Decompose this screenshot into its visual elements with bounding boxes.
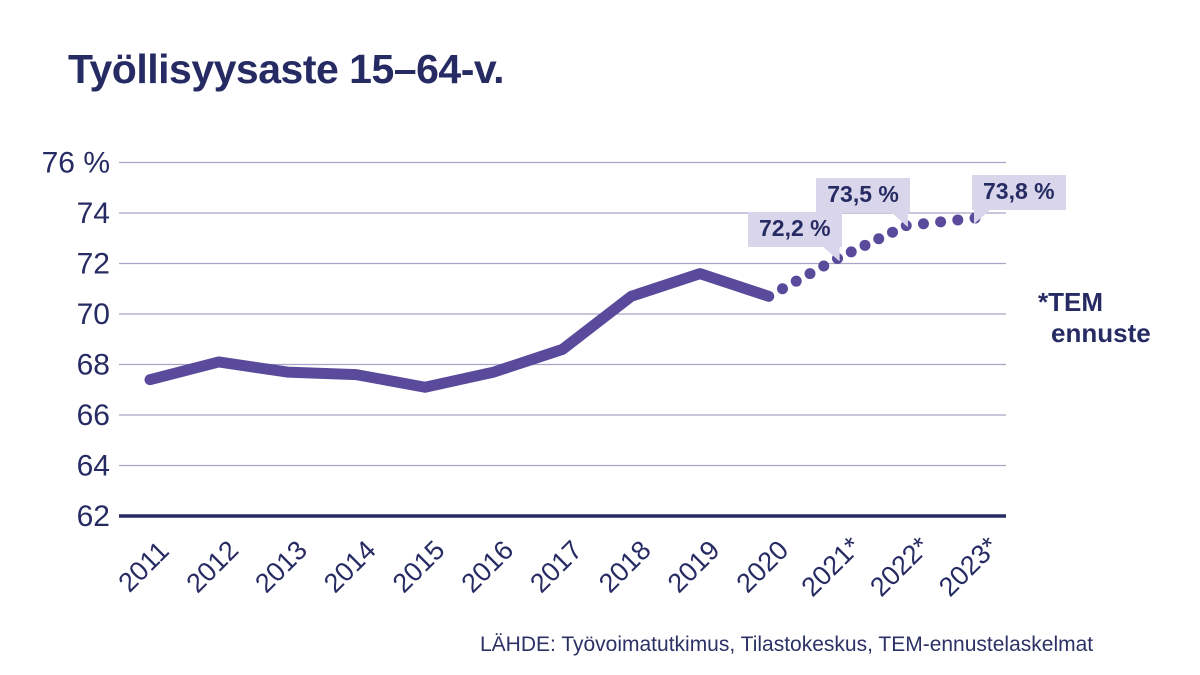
forecast-dot	[952, 214, 964, 226]
x-tick-label: 2020	[731, 535, 795, 599]
forecast-dot	[804, 268, 816, 280]
forecast-note-line2: ennuste	[1051, 318, 1151, 349]
y-tick-label: 62	[77, 500, 110, 533]
forecast-dot	[790, 275, 802, 287]
source-line: LÄHDE: Työvoimatutkimus, Tilastokeskus, …	[480, 633, 1094, 656]
y-tick-label: 70	[77, 298, 110, 331]
y-tick-label: 76 %	[42, 147, 110, 180]
x-tick-label: 2018	[593, 535, 657, 599]
forecast-dot	[845, 246, 857, 258]
forecast-note: *TEM ennuste	[1038, 287, 1151, 349]
y-tick-label: 72	[77, 248, 110, 281]
forecast-dot	[873, 233, 885, 245]
x-tick-label: 2019	[662, 535, 726, 599]
value-callout-2022: 73,5 %	[816, 178, 910, 214]
value-callout-2021-text: 72,2 %	[759, 215, 831, 242]
x-tick-label: 2023*	[933, 531, 1004, 602]
x-tick-label: 2015	[387, 535, 451, 599]
forecast-dot	[859, 239, 871, 251]
x-tick-label: 2022*	[864, 531, 935, 602]
y-tick-label: 74	[77, 197, 110, 230]
employment-rate-line	[144, 268, 775, 393]
x-tick-label: 2011	[113, 536, 175, 598]
x-tick-label: 2017	[524, 535, 588, 599]
page-title: Työllisyysaste 15–64-v.	[68, 46, 505, 92]
x-tick-label: 2013	[249, 535, 313, 599]
y-tick-label: 64	[77, 450, 110, 483]
y-tick-label: 68	[77, 349, 110, 382]
value-callout-2023-text: 73,8 %	[983, 178, 1055, 205]
forecast-dot	[935, 216, 947, 228]
value-callout-2021: 72,2 %	[748, 212, 842, 248]
x-tick-label: 2021*	[796, 531, 867, 602]
forecast-dot	[777, 283, 788, 295]
forecast-dot	[917, 218, 929, 230]
x-tick-label: 2016	[456, 535, 520, 599]
x-tick-label: 2012	[181, 535, 245, 599]
value-callout-2023: 73,8 %	[972, 175, 1066, 211]
forecast-note-line1: *TEM	[1038, 287, 1103, 317]
value-callout-2022-text: 73,5 %	[827, 181, 899, 208]
x-tick-label: 2014	[318, 535, 382, 599]
forecast-dot	[887, 226, 898, 238]
forecast-dot	[818, 260, 830, 272]
y-tick-label: 66	[77, 399, 110, 432]
